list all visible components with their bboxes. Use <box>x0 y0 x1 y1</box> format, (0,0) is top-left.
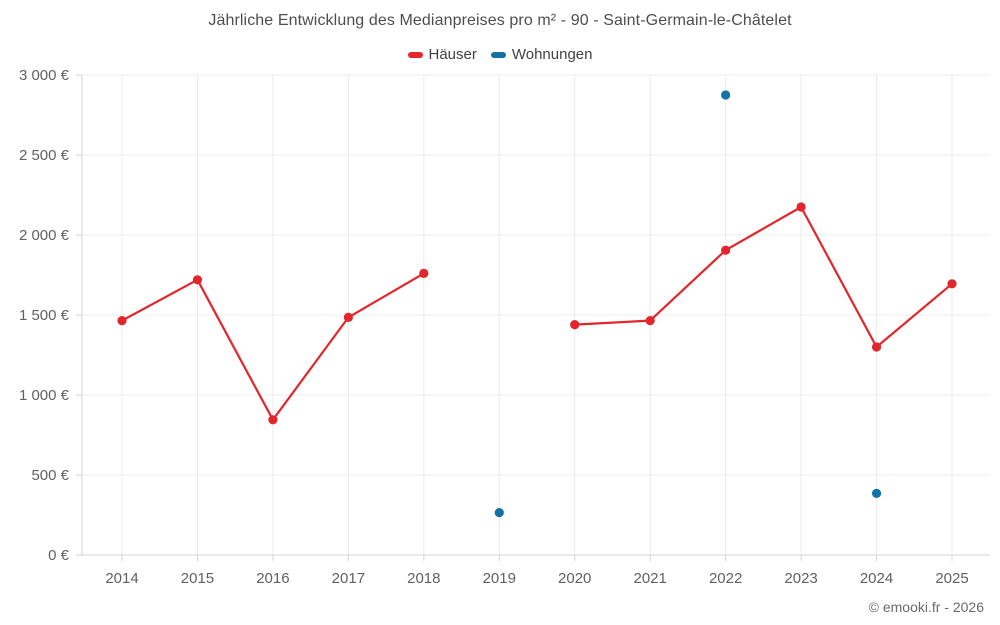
y-axis-label: 1 000 € <box>19 387 70 404</box>
x-axis-label: 2015 <box>181 570 214 587</box>
x-axis-label: 2019 <box>483 570 516 587</box>
legend-label-haeuser: Häuser <box>428 46 477 63</box>
x-axis-label: 2018 <box>407 570 440 587</box>
point-häuser-2018[interactable] <box>419 268 429 278</box>
legend-swatch-haeuser <box>407 51 423 58</box>
point-häuser-2022[interactable] <box>721 245 731 255</box>
x-axis-label: 2014 <box>105 570 138 587</box>
x-axis-label: 2016 <box>256 570 289 587</box>
x-axis-label: 2021 <box>633 570 666 587</box>
point-häuser-2016[interactable] <box>268 415 278 425</box>
y-axis-label: 500 € <box>31 467 69 484</box>
x-axis-label: 2020 <box>558 570 591 587</box>
y-axis-label: 0 € <box>48 547 70 564</box>
legend-item-wohnungen[interactable]: Wohnungen <box>490 46 593 63</box>
legend-label-wohnungen: Wohnungen <box>511 46 593 63</box>
x-axis-label: 2023 <box>784 570 817 587</box>
point-wohnungen-2022[interactable] <box>721 90 731 100</box>
chart-title: Jährliche Entwicklung des Medianpreises … <box>208 12 792 29</box>
chart-legend: Häuser Wohnungen <box>0 46 1000 63</box>
point-häuser-2020[interactable] <box>570 320 580 330</box>
y-axis-label: 2 500 € <box>19 147 70 164</box>
series-line-häuser <box>573 205 954 349</box>
legend-swatch-wohnungen <box>490 51 506 58</box>
point-wohnungen-2024[interactable] <box>871 488 882 498</box>
x-axis-label: 2024 <box>860 570 893 587</box>
x-axis-label: 2017 <box>332 570 365 587</box>
x-axis-label: 2025 <box>935 570 968 587</box>
point-häuser-2024[interactable] <box>871 342 882 352</box>
point-häuser-2017[interactable] <box>343 312 353 322</box>
y-axis-label: 1 500 € <box>19 307 70 324</box>
point-häuser-2023[interactable] <box>796 202 806 212</box>
point-häuser-2021[interactable] <box>645 316 655 326</box>
point-häuser-2025[interactable] <box>947 279 957 289</box>
copyright-footer: © emooki.fr - 2026 <box>868 599 984 615</box>
y-axis-label: 2 000 € <box>19 227 70 244</box>
y-axis-label: 3 000 € <box>19 67 70 84</box>
legend-item-haeuser[interactable]: Häuser <box>407 46 477 63</box>
x-axis-label: 2022 <box>709 570 742 587</box>
point-wohnungen-2019[interactable] <box>494 507 504 518</box>
point-häuser-2015[interactable] <box>192 275 203 285</box>
point-häuser-2014[interactable] <box>117 316 127 326</box>
